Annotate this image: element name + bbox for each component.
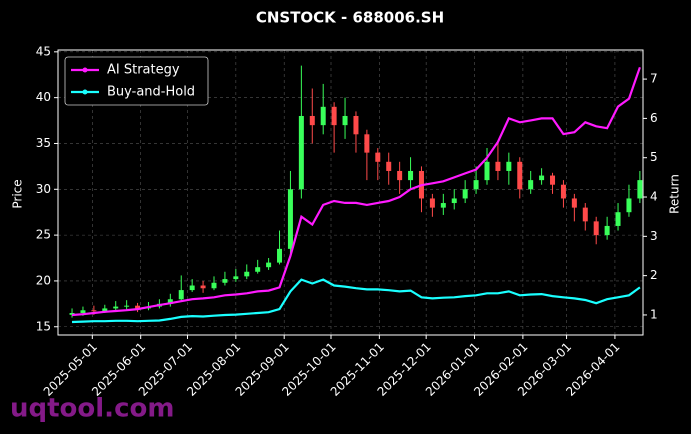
- y2-tick-label: 1: [650, 307, 658, 321]
- candle-body: [571, 198, 577, 208]
- candle-body: [626, 198, 632, 213]
- candle-body: [167, 299, 173, 304]
- candle-body: [528, 180, 534, 190]
- y-tick-label: 40: [36, 90, 51, 104]
- candle-body: [233, 276, 239, 280]
- candle-body: [582, 207, 588, 222]
- candle-body: [113, 306, 119, 309]
- candle-body: [506, 161, 512, 171]
- y2-tick-label: 6: [650, 111, 658, 125]
- candle-body: [211, 282, 217, 289]
- candle-body: [560, 184, 566, 199]
- y2-tick-label: 2: [650, 268, 658, 282]
- candle-body: [451, 198, 457, 204]
- candle-body: [462, 189, 468, 199]
- candle-body: [593, 221, 599, 236]
- y-tick-label: 30: [36, 182, 51, 196]
- candle-body: [615, 212, 621, 226]
- candle-body: [124, 305, 130, 307]
- candle-body: [309, 115, 315, 126]
- series-line: [71, 278, 641, 324]
- y2-tick-label: 7: [650, 72, 658, 86]
- y2-axis-label: Return: [668, 174, 682, 214]
- y2-tick-label: 4: [650, 190, 658, 204]
- y2-tick-label: 5: [650, 150, 658, 164]
- candle-body: [298, 115, 304, 190]
- candle-body: [342, 115, 348, 126]
- candle-body: [331, 106, 337, 126]
- candle-body: [484, 161, 490, 181]
- candle-body: [440, 203, 446, 208]
- y-tick-label: 45: [36, 44, 51, 58]
- candle-body: [353, 115, 359, 135]
- chart-title: CNSTOCK - 688006.SH: [256, 9, 444, 27]
- candle-body: [80, 310, 86, 314]
- candle-body: [287, 189, 293, 249]
- candle-body: [135, 305, 141, 309]
- candle-body: [495, 161, 501, 171]
- watermark: uqtool.com: [10, 394, 174, 424]
- candle-body: [364, 134, 370, 153]
- plot-frame: [57, 49, 644, 336]
- candle-body: [604, 225, 610, 236]
- y-tick-label: 20: [36, 273, 51, 287]
- candle-body: [517, 161, 523, 190]
- legend-label: AI Strategy: [107, 63, 180, 78]
- candle-body: [539, 175, 545, 181]
- candle-body: [222, 279, 228, 283]
- candle-body: [550, 175, 556, 185]
- y-tick-label: 25: [36, 228, 51, 242]
- candle-body: [375, 152, 381, 162]
- candle-body: [91, 310, 97, 312]
- candle-body: [637, 180, 643, 199]
- candle-body: [408, 170, 414, 181]
- candle-body: [429, 198, 435, 208]
- candle-body: [386, 161, 392, 171]
- candle-body: [473, 180, 479, 190]
- legend-box: [64, 56, 209, 106]
- candle-body: [244, 271, 250, 277]
- legend-marker: [82, 67, 88, 73]
- candle-body: [320, 106, 326, 126]
- y2-tick-label: 3: [650, 229, 658, 243]
- candle-body: [255, 267, 261, 272]
- candle-body: [397, 170, 403, 181]
- y-axis-label: Price: [11, 179, 25, 208]
- legend-marker: [82, 89, 88, 95]
- candle-body: [189, 285, 195, 291]
- y-tick-label: 15: [36, 319, 51, 333]
- candle-body: [266, 262, 272, 268]
- legend-label: Buy-and-Hold: [107, 85, 195, 100]
- candle-body: [102, 308, 108, 312]
- candle-body: [277, 248, 283, 263]
- candle-body: [200, 285, 206, 289]
- candle-body: [178, 290, 184, 300]
- series-line: [71, 66, 641, 317]
- y-tick-label: 35: [36, 136, 51, 150]
